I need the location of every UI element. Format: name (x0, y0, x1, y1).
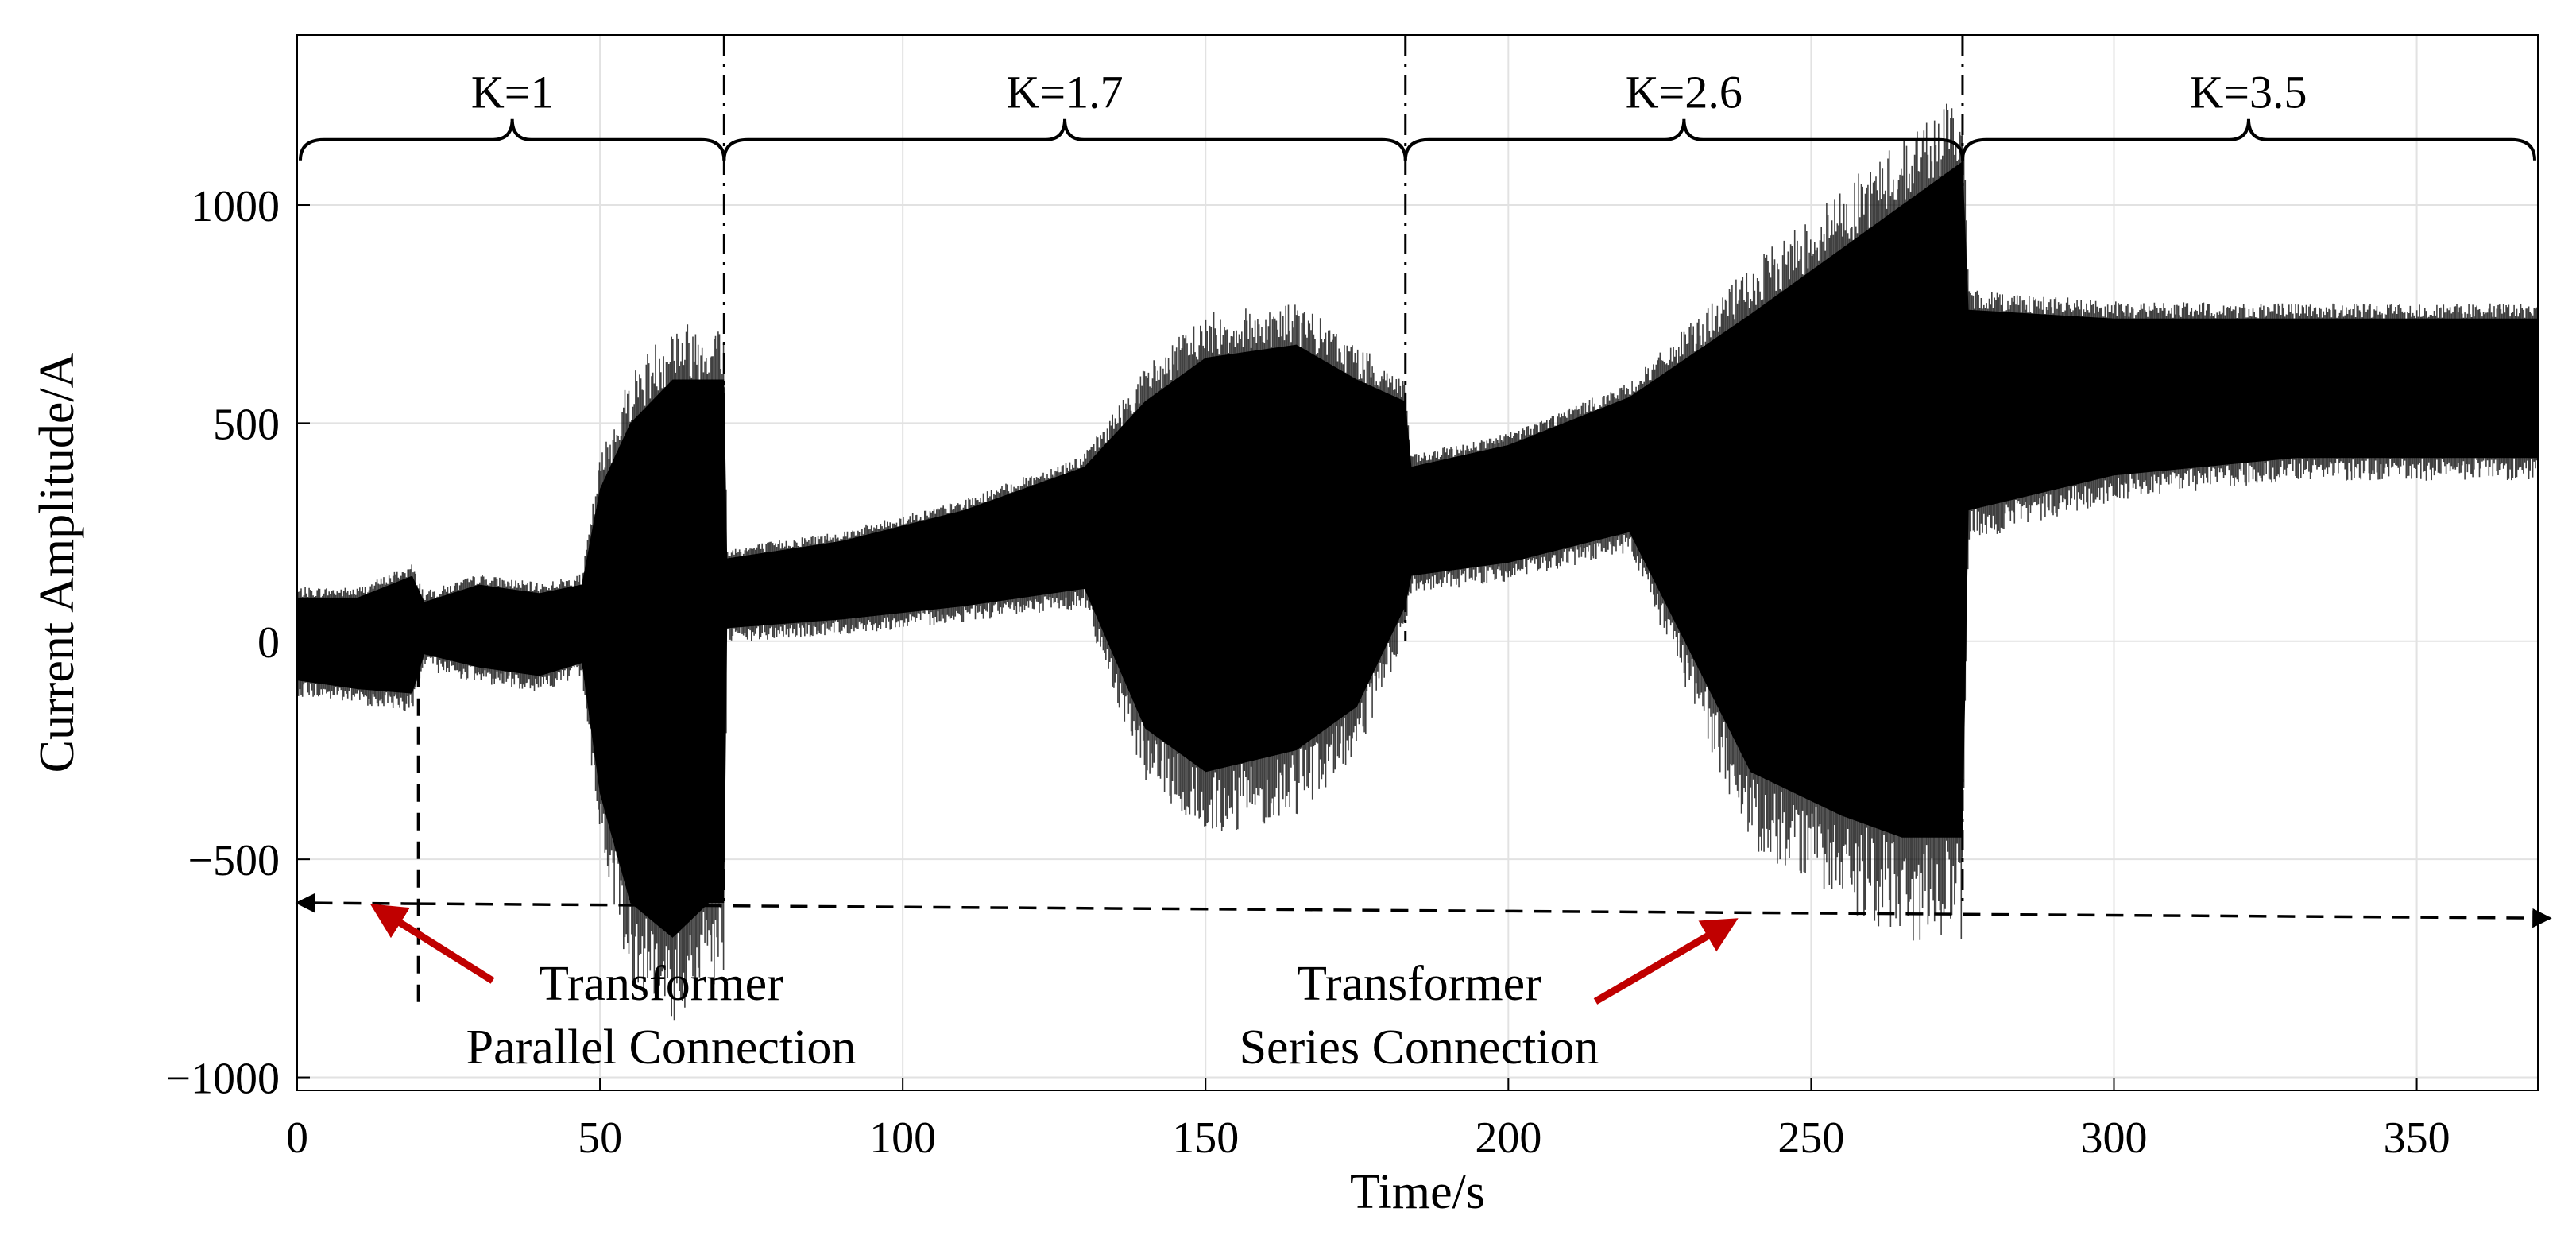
parallel-range-arrow (295, 893, 419, 913)
segment-label: K=3.5 (2190, 67, 2307, 118)
connection-annotations: Transformer Parallel Connection Transfor… (295, 641, 2552, 1075)
signal-waveform (297, 103, 2538, 1021)
series-annotation-line2: Series Connection (1240, 1020, 1599, 1075)
y-tick-label: 1000 (191, 182, 280, 231)
series-range-arrow (418, 902, 2552, 928)
segment-brace (1403, 118, 1964, 161)
x-tick-label: 300 (2080, 1113, 2147, 1163)
segment-label: K=1 (471, 67, 554, 118)
y-tick-label: 500 (213, 400, 280, 449)
parallel-annotation-line2: Parallel Connection (466, 1020, 857, 1075)
segment-label: K=1.7 (1006, 67, 1123, 118)
x-tick-label: 100 (869, 1113, 936, 1163)
x-axis-ticks: 0 50 100 150 200 250 300 350 (286, 1078, 2450, 1163)
x-tick-label: 50 (578, 1113, 622, 1163)
x-axis-title: Time/s (1350, 1165, 1485, 1219)
x-tick-label: 350 (2384, 1113, 2450, 1163)
x-tick-label: 250 (1777, 1113, 1844, 1163)
segment-brace (722, 118, 1407, 161)
segment-dividers (722, 35, 1964, 904)
signal-spikes (297, 103, 2538, 1021)
y-axis-title: Current Amplitude/A (30, 352, 84, 773)
segment-brace (299, 118, 726, 161)
x-tick-label: 200 (1475, 1113, 1541, 1163)
x-tick-label: 0 (286, 1113, 308, 1163)
series-annotation-line1: Transformer (1297, 957, 1541, 1011)
segment-label: K=2.6 (1626, 67, 1742, 118)
parallel-pointer-arrow (369, 904, 495, 984)
y-tick-label: 0 (257, 618, 280, 668)
y-axis-ticks: 1000 500 0 −500 −1000 (165, 182, 310, 1104)
plot-frame (296, 34, 2539, 1091)
y-tick-label: −500 (188, 836, 280, 885)
segment-braces: K=1 K=1.7 K=2.6 K=3.5 (299, 67, 2536, 161)
segment-brace (1960, 118, 2536, 161)
series-pointer-arrow (1593, 918, 1739, 1005)
x-tick-label: 150 (1172, 1113, 1239, 1163)
parallel-annotation-line1: Transformer (539, 957, 783, 1011)
y-tick-label: −1000 (165, 1055, 280, 1104)
